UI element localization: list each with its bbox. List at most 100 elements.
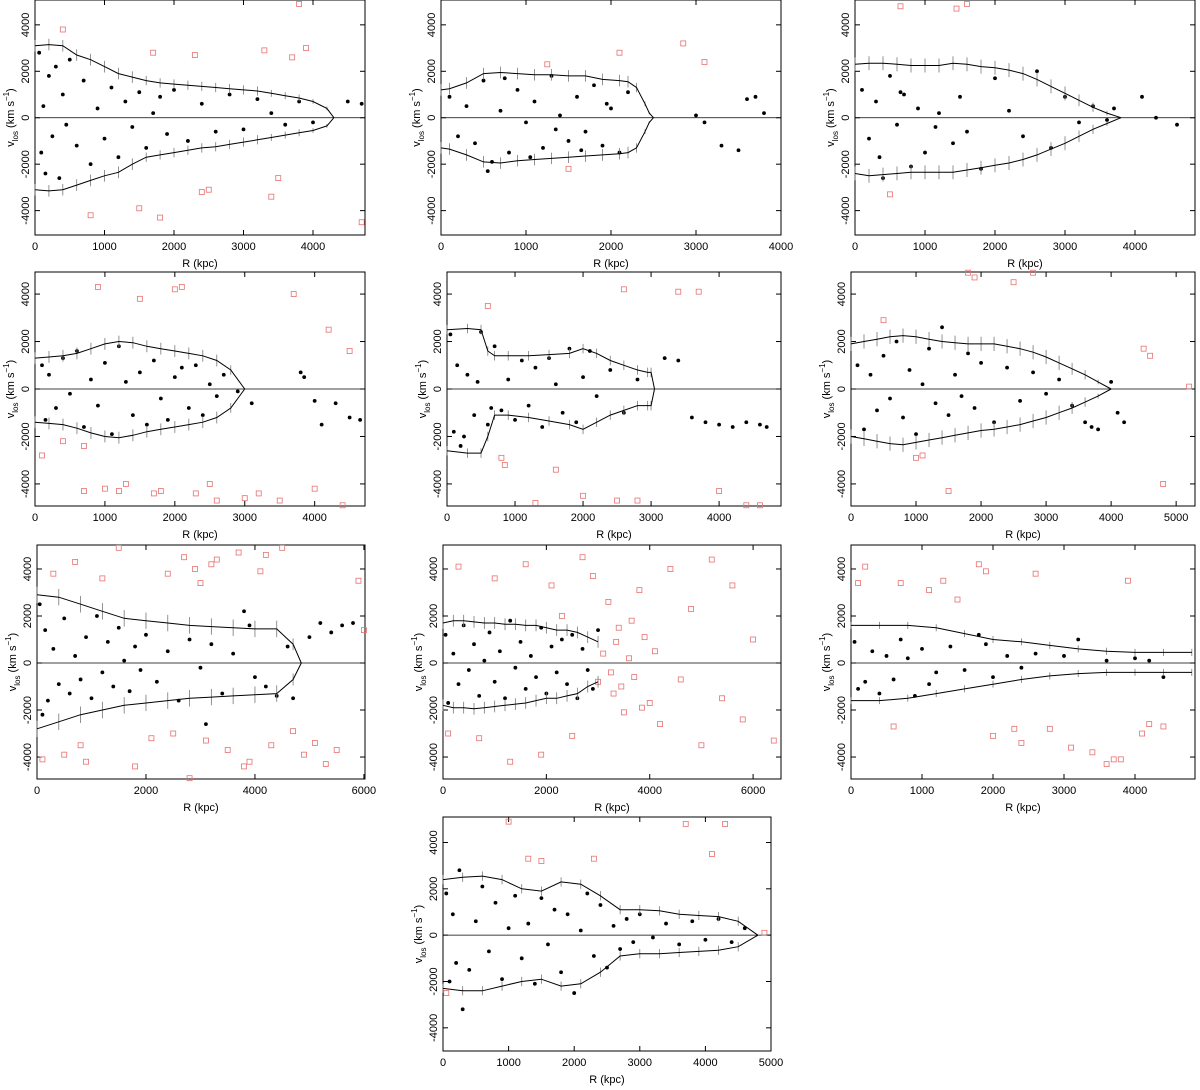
member-point — [1005, 365, 1009, 370]
interloper-point — [709, 851, 715, 857]
member-point — [894, 339, 899, 344]
member-point — [489, 406, 494, 410]
plot-frame — [442, 816, 772, 1052]
member-point — [552, 907, 557, 912]
interloper-point — [1140, 345, 1147, 352]
y-axis-label-part: ) — [5, 360, 17, 364]
x-tick-label: 2000 — [162, 241, 186, 253]
member-point — [172, 87, 176, 92]
member-point — [506, 926, 511, 931]
interloper-point — [552, 466, 559, 473]
interloper-point — [255, 490, 262, 497]
member-point — [574, 420, 579, 425]
interloper-point — [275, 175, 282, 182]
caustic-line — [851, 624, 1192, 653]
interloper-point — [558, 613, 565, 619]
interloper-point — [965, 269, 971, 276]
interloper-point — [613, 638, 620, 645]
panel: 0 1000 2000 3000 4000 -4000 -2000 0 2000 4000 R (k… — [2, 0, 366, 270]
member-point — [578, 928, 583, 933]
interloper-point — [476, 735, 483, 742]
member-point — [207, 382, 212, 387]
member-point — [1112, 106, 1116, 111]
interloper-point — [548, 582, 555, 589]
y-tick-label: -2000 — [836, 422, 848, 450]
interloper-point — [301, 751, 307, 758]
plot-frame — [850, 544, 1196, 780]
member-point — [902, 92, 906, 97]
member-point — [47, 372, 51, 377]
member-point — [590, 686, 595, 691]
y-axis-label-part: v — [5, 141, 17, 147]
x-tick-label: 0 — [32, 241, 38, 253]
member-point — [179, 365, 184, 370]
member-point — [513, 665, 518, 670]
member-point — [67, 691, 72, 696]
interloper-point — [241, 495, 248, 502]
interloper-point — [83, 758, 89, 765]
member-point — [43, 417, 48, 422]
y-tick-label: 4000 — [428, 830, 440, 854]
interloper-point — [455, 563, 462, 570]
interloper-point — [657, 721, 663, 728]
member-point — [172, 375, 177, 380]
interloper-point — [722, 821, 728, 827]
member-point — [84, 635, 88, 640]
panel: 0 1000 2000 3000 4000 -4000 -2000 0 2000 4000 R (k… — [2, 271, 366, 541]
member-point — [462, 434, 466, 439]
interloper-point — [538, 858, 545, 864]
member-point — [979, 360, 983, 365]
interloper-point — [72, 559, 79, 565]
x-tick-label: 2000 — [163, 512, 187, 524]
panel: 0 1000 2000 3000 4000 -4000 -2000 0 2000 4000 R (k… — [818, 544, 1196, 814]
y-tick-label: 2000 — [428, 604, 440, 628]
interloper-point — [600, 650, 607, 657]
member-point — [443, 632, 448, 637]
panel: 0 2000 4000 6000 -4000 -2000 0 2000 4000 R (kpc) v… — [4, 544, 376, 814]
member-point — [482, 658, 487, 663]
member-point — [187, 637, 192, 642]
member-point — [54, 406, 58, 410]
member-point — [333, 401, 338, 406]
y-tick-label: 4000 — [20, 13, 32, 37]
member-point — [298, 370, 303, 375]
member-point — [526, 403, 531, 408]
y-axis-label-part: −1 — [408, 91, 417, 101]
member-point — [736, 148, 741, 153]
member-point — [611, 923, 616, 928]
interloper-point — [913, 454, 919, 461]
member-point — [664, 921, 668, 926]
member-point — [454, 961, 459, 965]
member-point — [862, 427, 866, 432]
interloper-point — [171, 286, 178, 293]
member-point — [116, 625, 121, 630]
x-tick-label: 4000 — [1099, 512, 1123, 524]
member-point — [307, 635, 312, 640]
member-point — [694, 113, 698, 118]
member-point — [591, 954, 596, 958]
x-tick-label: 2000 — [599, 241, 623, 253]
interloper-point — [890, 723, 897, 730]
member-point — [884, 654, 889, 658]
interloper-point — [770, 737, 777, 744]
member-point — [863, 679, 868, 684]
interloper-point — [59, 26, 66, 33]
interloper-point — [682, 821, 689, 827]
interloper-point — [897, 3, 904, 10]
interloper-point — [1125, 577, 1131, 584]
y-tick-label: -2000 — [22, 696, 34, 724]
x-tick-label: 0 — [438, 241, 444, 253]
interloper-point — [192, 490, 199, 497]
y-axis-label-part: −1 — [410, 908, 419, 918]
interloper-point — [484, 303, 491, 309]
y-tick-label: 0 — [20, 386, 32, 392]
y-axis-label: vlos (km s−1) — [818, 360, 836, 418]
interloper-point — [39, 452, 45, 459]
interloper-point — [522, 561, 529, 568]
y-axis-label-part: v — [411, 141, 423, 147]
member-point — [485, 169, 490, 174]
y-tick-label: 0 — [20, 115, 32, 121]
member-point — [465, 372, 470, 377]
member-point — [209, 642, 214, 647]
interloper-point — [322, 761, 329, 767]
